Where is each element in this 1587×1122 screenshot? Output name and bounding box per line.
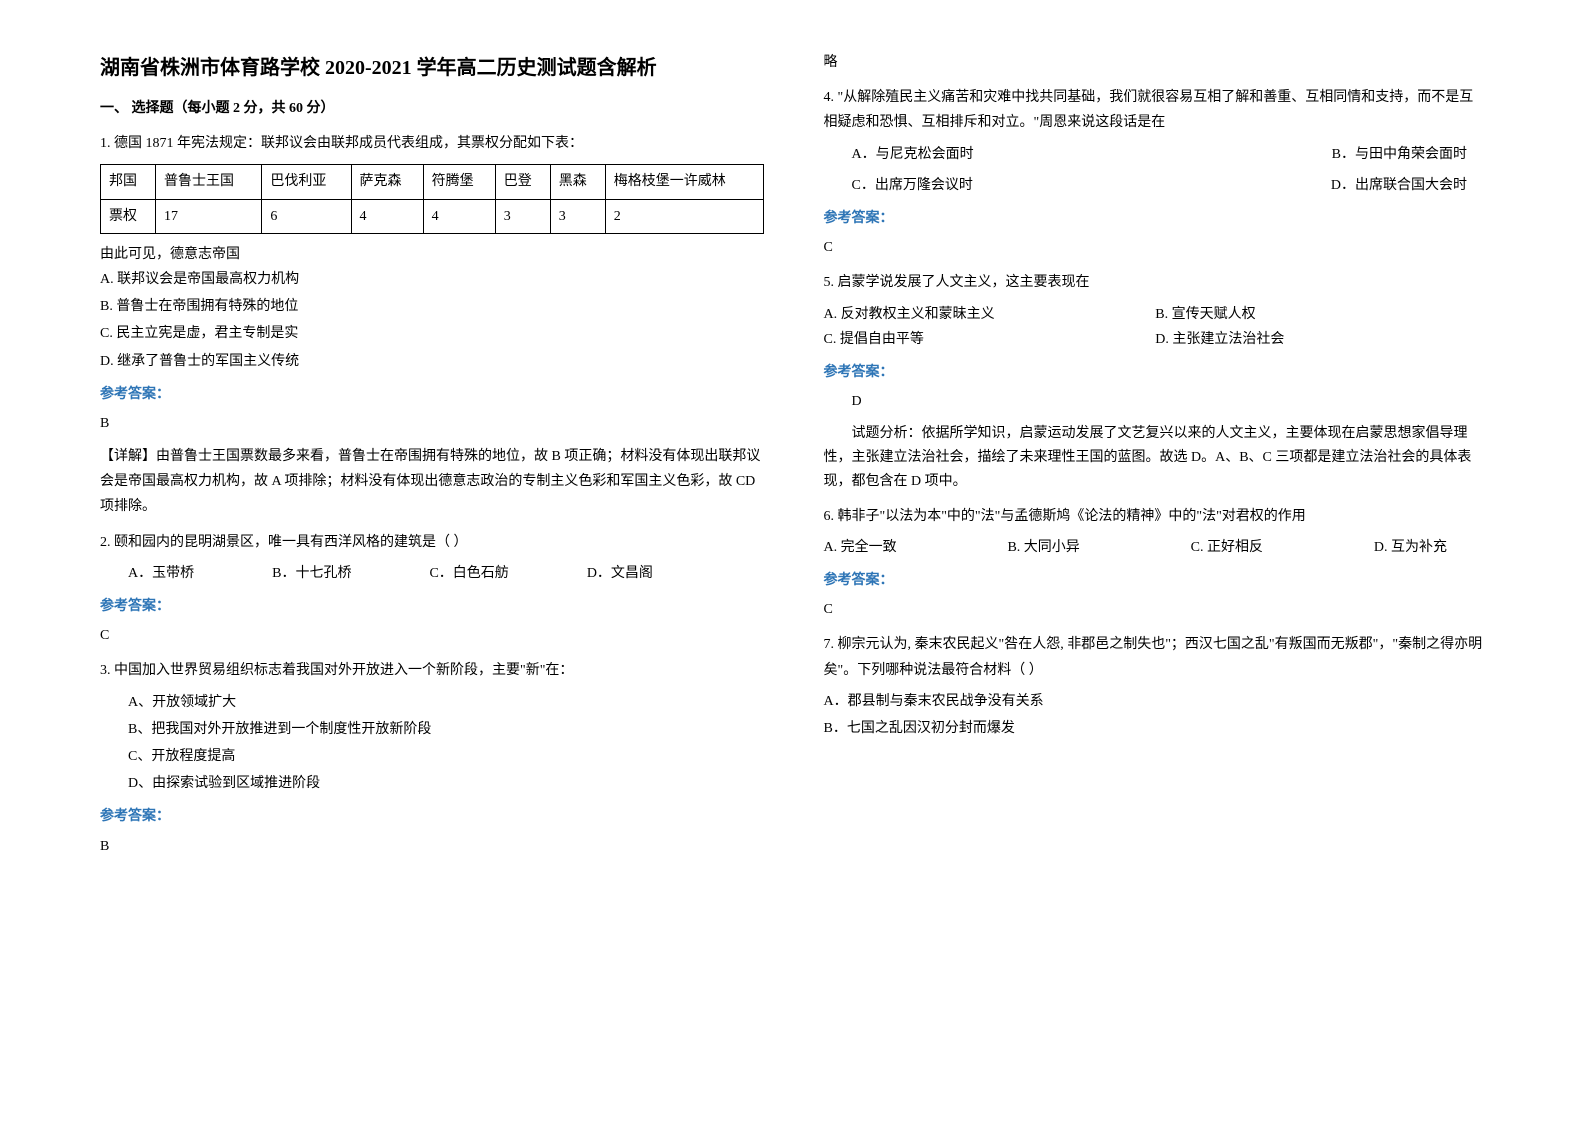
q4-answer-label: 参考答案： (824, 206, 1488, 231)
q5-answer: D (824, 389, 1488, 414)
q5-option-b: B. 宣传天赋人权 (1155, 302, 1487, 327)
q6-option-b: B. 大同小异 (1007, 535, 1079, 560)
q4-row1: A．与尼克松会面时 B．与田中角荣会面时 (824, 142, 1488, 167)
q4-option-d: D．出席联合国大会时 (1303, 173, 1467, 198)
table-row: 票权 17 6 4 4 3 3 2 (101, 199, 764, 233)
q1-answer: B (100, 411, 764, 436)
table-cell: 梅格枝堡一许威林 (605, 165, 763, 199)
table-cell: 票权 (101, 199, 156, 233)
q1-after-table: 由此可见，德意志帝国 (100, 242, 764, 267)
q3-option-b: B、把我国对外开放推进到一个制度性开放新阶段 (100, 717, 764, 742)
q4-option-a: A．与尼克松会面时 (824, 142, 974, 167)
table-cell: 4 (351, 199, 423, 233)
q4-stem: 4. "从解除殖民主义痛苦和灾难中找共同基础，我们就很容易互相了解和善重、互相同… (824, 85, 1488, 135)
q3-option-c: C、开放程度提高 (100, 744, 764, 769)
q2-options: A．玉带桥 B．十七孔桥 C．白色石舫 D．文昌阁 (100, 561, 764, 586)
q1-explain: 【详解】由普鲁士王国票数最多来看，普鲁士在帝围拥有特殊的地位，故 B 项正确；材… (100, 444, 764, 520)
q3-answer-label: 参考答案： (100, 804, 764, 829)
q6-answer: C (824, 597, 1488, 622)
table-cell: 4 (423, 199, 495, 233)
q2-option-c: C．白色石舫 (401, 561, 508, 586)
q1-option-a: A. 联邦议会是帝国最高权力机构 (100, 267, 764, 292)
q4-answer: C (824, 235, 1488, 260)
q6-answer-label: 参考答案： (824, 568, 1488, 593)
table-cell: 巴登 (495, 165, 550, 199)
q2-stem: 2. 颐和园内的昆明湖景区，唯一具有西洋风格的建筑是（ ） (100, 530, 764, 555)
q5-answer-label: 参考答案： (824, 360, 1488, 385)
page-container: 湖南省株洲市体育路学校 2020-2021 学年高二历史测试题含解析 一、 选择… (100, 50, 1487, 867)
right-column: 略 4. "从解除殖民主义痛苦和灾难中找共同基础，我们就很容易互相了解和善重、互… (824, 50, 1488, 867)
q6-stem: 6. 韩非子"以法为本"中的"法"与孟德斯鸠《论法的精神》中的"法"对君权的作用 (824, 504, 1488, 529)
q2-option-a: A．玉带桥 (100, 561, 194, 586)
section-1-header: 一、 选择题（每小题 2 分，共 60 分） (100, 96, 764, 121)
q7-option-a: A．郡县制与秦末农民战争没有关系 (824, 689, 1488, 714)
left-column: 湖南省株洲市体育路学校 2020-2021 学年高二历史测试题含解析 一、 选择… (100, 50, 764, 867)
q5-explain: 试题分析：依据所学知识，启蒙运动发展了文艺复兴以来的人文主义，主要体现在启蒙思想… (824, 422, 1488, 493)
q7-option-b: B．七国之乱因汉初分封而爆发 (824, 716, 1488, 741)
q5-option-d: D. 主张建立法治社会 (1155, 327, 1487, 352)
q1-table: 邦国 普鲁士王国 巴伐利亚 萨克森 符腾堡 巴登 黑森 梅格枝堡一许威林 票权 … (100, 164, 764, 233)
q6-option-d: D. 互为补充 (1374, 535, 1447, 560)
q5-row1: A. 反对教权主义和蒙昧主义 B. 宣传天赋人权 (824, 302, 1488, 327)
table-cell: 3 (495, 199, 550, 233)
q1-answer-label: 参考答案： (100, 382, 764, 407)
q1-option-d: D. 继承了普鲁士的军国主义传统 (100, 349, 764, 374)
table-cell: 普鲁士王国 (156, 165, 262, 199)
q7-stem: 7. 柳宗元认为, 秦末农民起义"咎在人怨, 非郡邑之制失也"；西汉七国之乱"有… (824, 632, 1488, 682)
q5-option-a: A. 反对教权主义和蒙昧主义 (824, 302, 1156, 327)
table-cell: 17 (156, 199, 262, 233)
q1-stem: 1. 德国 1871 年宪法规定：联邦议会由联邦成员代表组成，其票权分配如下表： (100, 131, 764, 156)
q3-answer: B (100, 834, 764, 859)
q5-stem: 5. 启蒙学说发展了人文主义，这主要表现在 (824, 270, 1488, 295)
table-cell: 符腾堡 (423, 165, 495, 199)
q3-stem: 3. 中国加入世界贸易组织标志着我国对外开放进入一个新阶段，主要"新"在： (100, 658, 764, 683)
q2-answer-label: 参考答案： (100, 594, 764, 619)
lue-text: 略 (824, 50, 1488, 75)
q4-row2: C．出席万隆会议时 D．出席联合国大会时 (824, 173, 1488, 198)
q3-option-a: A、开放领域扩大 (100, 690, 764, 715)
q1-option-c: C. 民主立宪是虚，君主专制是实 (100, 321, 764, 346)
q6-options: A. 完全一致 B. 大同小异 C. 正好相反 D. 互为补充 (824, 535, 1488, 560)
q2-answer: C (100, 623, 764, 648)
q4-option-c: C．出席万隆会议时 (824, 173, 973, 198)
exam-title: 湖南省株洲市体育路学校 2020-2021 学年高二历史测试题含解析 (100, 50, 764, 86)
table-cell: 邦国 (101, 165, 156, 199)
table-cell: 萨克森 (351, 165, 423, 199)
table-cell: 3 (550, 199, 605, 233)
q6-option-c: C. 正好相反 (1191, 535, 1263, 560)
q5-row2: C. 提倡自由平等 D. 主张建立法治社会 (824, 327, 1488, 352)
table-cell: 黑森 (550, 165, 605, 199)
q2-option-b: B．十七孔桥 (244, 561, 351, 586)
table-row: 邦国 普鲁士王国 巴伐利亚 萨克森 符腾堡 巴登 黑森 梅格枝堡一许威林 (101, 165, 764, 199)
table-cell: 6 (262, 199, 351, 233)
table-cell: 2 (605, 199, 763, 233)
table-cell: 巴伐利亚 (262, 165, 351, 199)
q1-option-b: B. 普鲁士在帝围拥有特殊的地位 (100, 294, 764, 319)
q2-option-d: D．文昌阁 (559, 561, 653, 586)
q6-option-a: A. 完全一致 (824, 535, 897, 560)
q3-option-d: D、由探索试验到区域推进阶段 (100, 771, 764, 796)
q4-option-b: B．与田中角荣会面时 (1304, 142, 1467, 167)
q5-option-c: C. 提倡自由平等 (824, 327, 1156, 352)
